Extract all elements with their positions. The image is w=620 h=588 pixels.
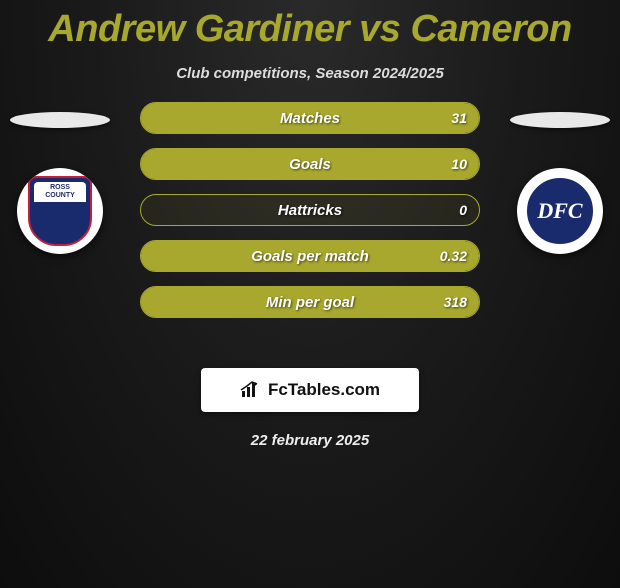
- stat-value-right: 10: [439, 149, 479, 179]
- comparison-date: 22 february 2025: [0, 432, 620, 449]
- stat-label: Goals: [141, 149, 479, 179]
- page-subtitle: Club competitions, Season 2024/2025: [0, 65, 620, 82]
- stat-row: Goals10: [140, 148, 480, 180]
- stat-value-right: 0: [447, 195, 479, 225]
- player-right-name-pill: [510, 112, 610, 128]
- bar-chart-icon: [240, 381, 262, 399]
- brand-name: FcTables.com: [268, 380, 380, 400]
- stat-label: Matches: [141, 103, 479, 133]
- dundee-crest-icon: DFC: [524, 175, 596, 247]
- player-left-name-pill: [10, 112, 110, 128]
- stats-container: Matches31 Goals10 Hattricks0 Goals per matc…: [140, 102, 480, 332]
- stat-row: Matches31: [140, 102, 480, 134]
- player-right-column: DFC: [500, 112, 620, 254]
- stat-row: Goals per match0.32: [140, 240, 480, 272]
- stat-row: Min per goal318: [140, 286, 480, 318]
- stat-value-right: 31: [439, 103, 479, 133]
- player-left-column: ROSS COUNTY: [0, 112, 120, 254]
- comparison-area: ROSS COUNTY DFC Matches31Goals10Hattrick…: [0, 112, 620, 342]
- club-badge-right: DFC: [517, 168, 603, 254]
- stat-label: Hattricks: [141, 195, 479, 225]
- stat-label: Min per goal: [141, 287, 479, 317]
- ross-county-crest-text: ROSS COUNTY: [30, 184, 90, 200]
- page-title: Andrew Gardiner vs Cameron: [0, 8, 620, 51]
- brand-attribution[interactable]: FcTables.com: [201, 368, 419, 412]
- ross-county-crest-icon: ROSS COUNTY: [28, 176, 92, 246]
- stat-value-right: 0.32: [428, 241, 479, 271]
- club-badge-left: ROSS COUNTY: [17, 168, 103, 254]
- stat-row: Hattricks0: [140, 194, 480, 226]
- stat-value-right: 318: [432, 287, 479, 317]
